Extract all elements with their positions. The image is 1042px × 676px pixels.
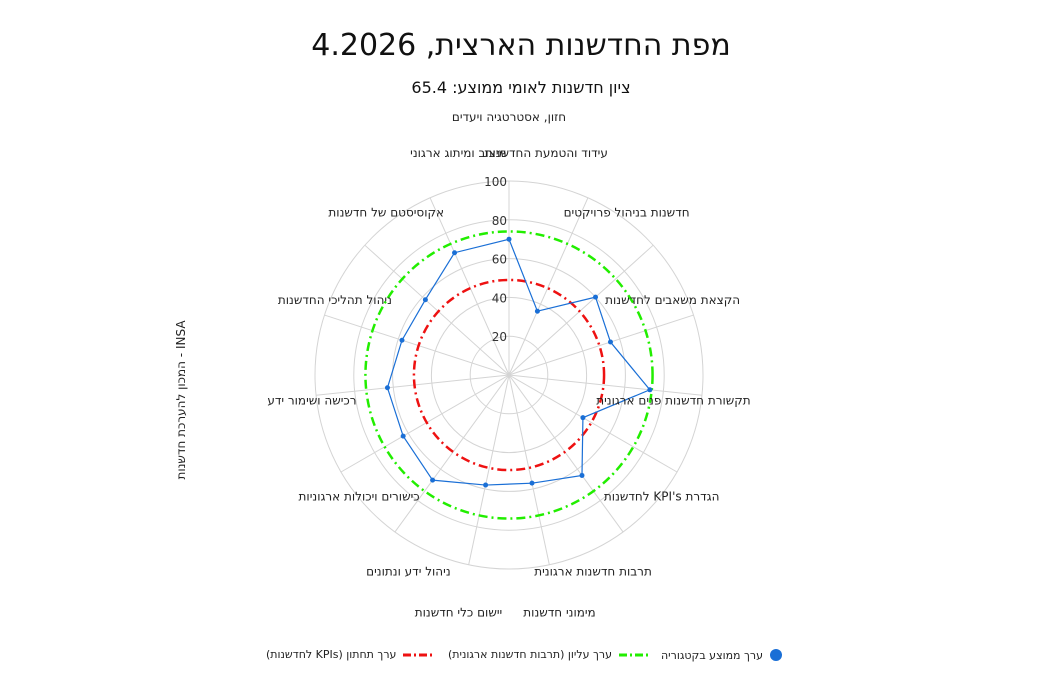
legend-marker-circle [770, 649, 783, 661]
upper-reference-ring [364, 230, 654, 520]
grid-spoke-9 [394, 374, 510, 533]
average-point-10 [400, 433, 406, 439]
average-point-12 [399, 337, 405, 343]
average-point-6 [579, 472, 585, 478]
grid-spoke-10 [340, 374, 510, 473]
radial-tick-label: 80 [492, 214, 507, 228]
radial-tick-label: 20 [492, 330, 507, 344]
category-label-7: מימוני חדשנות [523, 606, 595, 620]
average-point-8 [483, 482, 489, 488]
legend: ערך ממוצע בקטגוריה ערך עליון (תרבות חדשנ… [0, 648, 1042, 666]
category-label-4: תקשורת חדשנות פנים ארגונית [596, 393, 750, 407]
grid-spoke-13 [364, 244, 510, 376]
category-label-10: כישורים ויכולות ארגוניות [299, 490, 420, 504]
average-point-4 [647, 387, 653, 393]
category-label-5: הגדרת KPI's לחדשנות [604, 490, 720, 504]
chart-title: מפת החדשנות הארצית, 4.2026 [311, 28, 731, 63]
average-point-3 [607, 339, 613, 345]
grid-spoke-12 [324, 314, 510, 376]
average-point-13 [422, 297, 428, 303]
category-label-0: חזון, אסטרטגיה ויעדים [452, 110, 566, 124]
legend-label-lower: ערך תחתון (KPIs לחדשנות) [266, 648, 397, 661]
category-label-14: מיצוב ומיתוג ארגוני [410, 146, 507, 160]
legend-label-upper: ערך עליון (תרבות חדשנות ארגונית) [448, 648, 612, 661]
lower-reference-ring [412, 278, 606, 472]
grid-spoke-14 [429, 197, 510, 376]
legend-item-average: ערך ממוצע בקטגוריה [661, 648, 783, 662]
category-label-11: רכישה ושימור ידע [267, 393, 356, 407]
grid-spoke-11 [316, 374, 510, 396]
average-point-14 [452, 250, 458, 256]
average-point-2 [593, 294, 599, 300]
average-point-11 [384, 385, 390, 391]
category-label-6: תרבות חדשנות ארגונית [534, 565, 652, 579]
grid-spoke-2 [508, 244, 654, 376]
radial-tick-label: 100 [484, 175, 507, 189]
radial-tick-label: 60 [492, 253, 507, 267]
category-label-1: עידוד והטמעת החדשנות [485, 146, 608, 160]
grid-spoke-1 [508, 197, 589, 376]
category-label-13: אקוסיסטם של חדשנות [328, 205, 444, 219]
average-point-0 [506, 236, 512, 242]
radial-tick-label: 40 [492, 291, 507, 305]
grid-spoke-6 [508, 374, 624, 533]
legend-item-upper: ערך עליון (תרבות חדשנות ארגונית) [448, 648, 652, 661]
category-label-9: ניהול ידע ונתונים [366, 565, 450, 579]
legend-label-average: ערך ממוצע בקטגוריה [661, 648, 764, 662]
average-series-line [386, 238, 651, 486]
average-point-9 [430, 477, 436, 483]
category-label-3: הקצאת משאבים לחדשנות [605, 293, 740, 307]
grid-spoke-3 [508, 314, 694, 376]
grid-spoke-4 [508, 374, 702, 396]
legend-marker-dashdot-red [403, 653, 436, 656]
legend-item-lower: ערך תחתון (KPIs לחדשנות) [266, 648, 436, 661]
average-point-5 [580, 415, 586, 421]
average-point-1 [534, 308, 540, 314]
category-label-8: יישום כלי חדשנות [415, 606, 502, 620]
legend-marker-dashdot-green [619, 653, 651, 656]
chart-subtitle: ציון חדשנות לאומי ממוצע: 65.4 [411, 78, 631, 97]
grid-spoke-7 [508, 374, 550, 565]
average-point-7 [529, 480, 535, 486]
grid-spoke-5 [508, 374, 678, 473]
category-label-2: חדשנות בניהול פרויקטים [564, 205, 690, 219]
grid-spoke-8 [468, 374, 510, 565]
category-label-12: ניהול תהליכי החדשנות [278, 293, 392, 307]
